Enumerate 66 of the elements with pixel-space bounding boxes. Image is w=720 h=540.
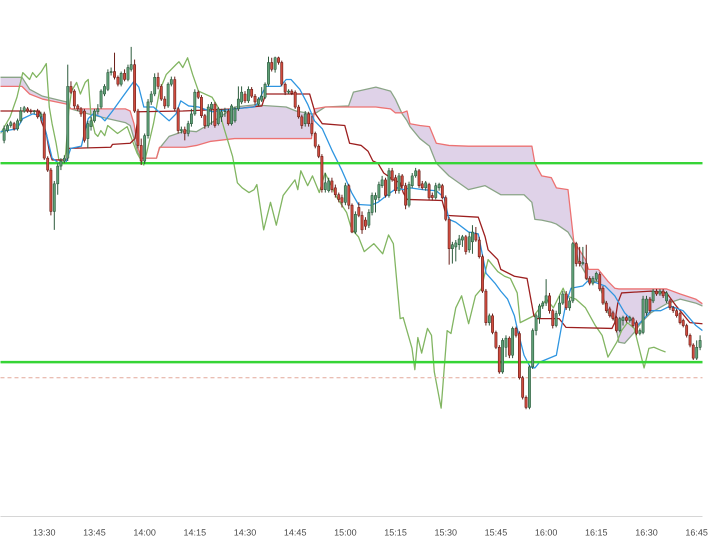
x-tick-label: 16:30 [635,528,658,538]
candlestick [662,288,665,298]
candlestick [695,340,698,360]
candlestick [120,71,123,87]
candlestick [330,177,334,194]
candlestick [246,86,250,104]
candlestick [39,111,42,122]
candlestick [324,172,327,194]
candlestick [123,68,126,82]
candlestick [678,311,682,325]
x-tick-label: 15:45 [484,528,508,538]
candlestick [564,290,568,310]
candlestick [384,177,387,198]
candlestick [230,104,233,126]
candlestick [648,296,652,314]
candlestick [213,101,216,128]
candlestick [210,101,213,126]
candlestick [488,313,491,326]
x-tick-label: 16:45 [685,528,708,538]
candlestick [36,108,40,120]
candlestick [216,106,220,126]
candlestick [450,241,454,264]
candlestick [260,86,264,102]
candlestick [226,108,230,126]
candlestick [635,320,638,336]
x-tick-label: 14:30 [234,528,256,538]
candlestick [340,194,344,208]
candlestick [581,246,584,266]
candlestick [591,276,594,286]
candlestick [364,216,367,230]
candlestick [274,56,277,74]
candlestick [578,246,582,267]
candlestick [344,182,347,206]
candlestick [424,180,428,192]
x-tick-label: 15:15 [384,528,407,538]
x-tick-label: 16:15 [585,528,608,538]
candlestick [327,177,330,194]
candlestick [206,104,210,128]
candlestick [428,182,431,200]
candlestick [652,288,655,304]
candlestick [544,278,548,306]
x-tick-label: 16:00 [534,528,558,538]
candlestick [665,290,668,304]
candlestick [398,172,400,194]
x-tick-label: 14:00 [133,528,156,538]
candlestick [244,90,246,104]
x-tick-label: 15:30 [434,528,458,538]
candlestick [464,234,468,256]
candlestick [668,298,672,310]
candlestick [304,110,307,128]
candlestick [106,68,110,92]
candlestick [418,168,420,188]
x-tick-label: 14:15 [184,528,206,538]
candlestick [471,224,474,254]
x-tick-label: 14:45 [284,528,306,538]
candlestick [220,108,223,122]
candlestick [594,271,598,282]
x-tick-label: 15:00 [334,528,357,538]
candlestick [2,125,6,144]
candlestick [86,120,90,149]
candlestick [183,126,186,141]
candlestick [508,336,511,359]
x-tick-label: 13:30 [33,528,56,538]
candlestick [354,210,357,234]
candlestick [460,234,464,248]
x-tick-label: 13:45 [83,528,106,538]
